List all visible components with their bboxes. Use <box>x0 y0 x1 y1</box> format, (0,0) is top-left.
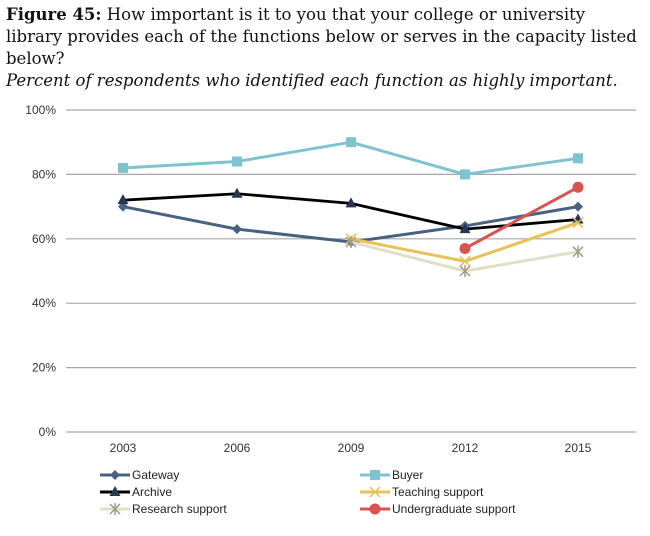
data-point <box>572 217 584 229</box>
data-point <box>232 156 242 167</box>
y-tick-label: 20% <box>32 361 56 375</box>
data-point <box>572 245 584 258</box>
data-point <box>573 153 583 164</box>
data-point <box>459 255 471 267</box>
data-point <box>118 162 128 173</box>
x-tick-label: 2006 <box>224 441 251 455</box>
legend-label: Undergraduate support <box>392 502 516 516</box>
legend-marker <box>369 503 381 515</box>
x-tick-label: 2003 <box>110 441 137 455</box>
x-tick-label: 2009 <box>338 441 365 455</box>
legend-marker <box>109 503 121 515</box>
data-point <box>345 197 357 208</box>
data-point <box>573 201 583 212</box>
legend-label: Buyer <box>392 468 423 482</box>
x-tick-label: 2015 <box>565 441 592 455</box>
y-tick-label: 80% <box>32 167 56 181</box>
chart-subtitle: Percent of respondents who identified ea… <box>6 71 618 90</box>
x-tick-label: 2012 <box>452 441 479 455</box>
legend-marker <box>109 486 121 496</box>
legend-label: Teaching support <box>392 485 484 499</box>
data-point <box>459 223 471 234</box>
chart-title: Figure 45: How important is it to you th… <box>6 4 646 92</box>
data-point <box>231 187 243 198</box>
legend-marker <box>370 470 380 480</box>
y-tick-label: 40% <box>32 296 56 310</box>
data-point <box>459 265 471 277</box>
legend-label: Gateway <box>132 468 179 482</box>
data-point <box>459 242 471 254</box>
figure-label: Figure 45: <box>6 5 102 24</box>
data-point <box>346 137 356 148</box>
series-line-undergraduate-support <box>464 185 579 250</box>
y-tick-label: 100% <box>25 103 56 117</box>
data-point <box>117 194 129 205</box>
y-tick-label: 60% <box>32 232 56 246</box>
legend-label: Archive <box>132 485 172 499</box>
legend-marker <box>110 470 120 480</box>
legend-marker <box>369 486 381 498</box>
data-point <box>232 224 242 235</box>
data-point <box>460 169 470 180</box>
data-point <box>572 181 584 193</box>
y-tick-label: 0% <box>39 425 57 439</box>
data-point <box>345 236 357 249</box>
title-text: How important is it to you that your col… <box>6 5 637 68</box>
legend-label: Research support <box>132 502 227 516</box>
